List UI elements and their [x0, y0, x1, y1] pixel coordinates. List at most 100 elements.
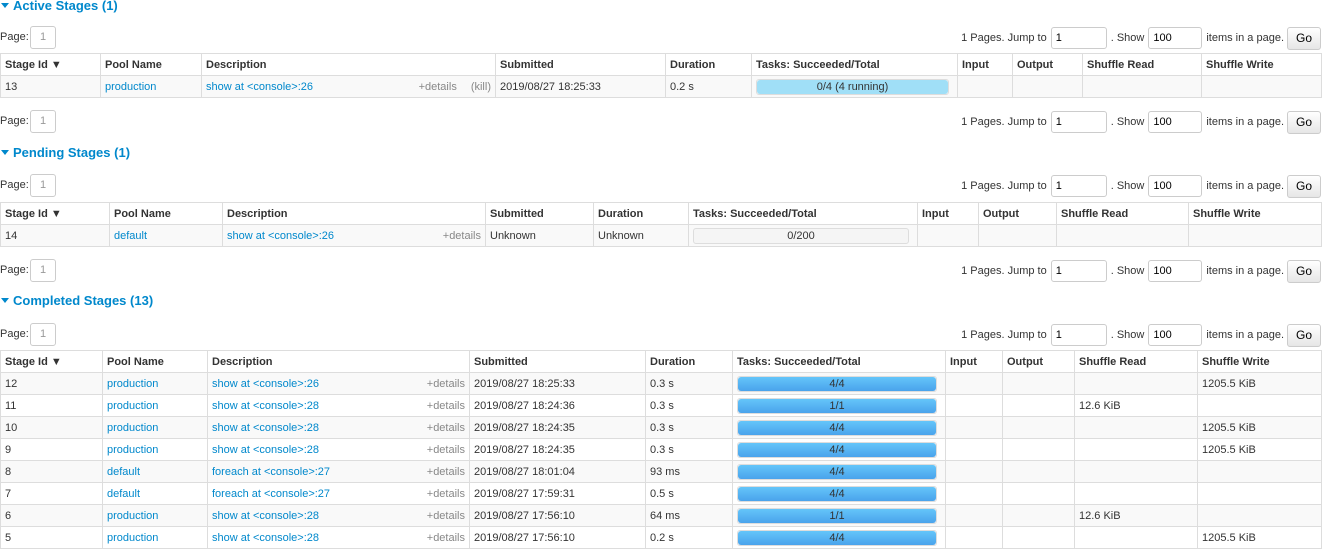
column-header-tasks[interactable]: Tasks: Succeeded/Total [688, 202, 918, 225]
description-link[interactable]: show at <console>:28 [212, 531, 320, 544]
column-header-id[interactable]: Stage Id ▼ [0, 350, 103, 373]
column-header-tasks[interactable]: Tasks: Succeeded/Total [751, 53, 958, 76]
pool-name-link[interactable]: production [107, 443, 159, 456]
column-header-output[interactable]: Output [978, 202, 1057, 225]
details-toggle[interactable]: +details [426, 443, 465, 456]
details-toggle[interactable]: +details [426, 531, 465, 544]
show-text: . Show [1110, 329, 1145, 341]
pool-name-link[interactable]: production [107, 377, 159, 390]
column-header-desc[interactable]: Description [222, 202, 486, 225]
pool-name-link[interactable]: production [107, 531, 159, 544]
column-header-output[interactable]: Output [1002, 350, 1075, 373]
column-header-pool[interactable]: Pool Name [100, 53, 202, 76]
go-button[interactable]: Go [1287, 259, 1321, 283]
details-toggle[interactable]: +details [426, 465, 465, 478]
column-header-submitted[interactable]: Submitted [495, 53, 666, 76]
jump-to-page-input[interactable] [1050, 111, 1107, 133]
go-button[interactable]: Go [1287, 323, 1321, 347]
pool-name-link[interactable]: production [105, 80, 157, 93]
details-toggle[interactable]: +details [426, 487, 465, 500]
description-link[interactable]: foreach at <console>:27 [212, 487, 331, 500]
pool-name-link[interactable]: default [114, 229, 148, 242]
section-title-toggle[interactable]: Pending Stages (1) [0, 145, 130, 160]
column-header-submitted[interactable]: Submitted [469, 350, 646, 373]
column-header-duration[interactable]: Duration [593, 202, 689, 225]
column-header-shuffle-read[interactable]: Shuffle Read [1082, 53, 1202, 76]
details-toggle[interactable]: +details [418, 80, 457, 93]
details-toggle[interactable]: +details [426, 377, 465, 390]
section-title-toggle[interactable]: Completed Stages (13) [0, 293, 153, 308]
pool-name-link[interactable]: production [107, 509, 159, 522]
column-header-duration[interactable]: Duration [645, 350, 733, 373]
page-1-button[interactable]: 1 [30, 26, 56, 49]
column-header-pool[interactable]: Pool Name [102, 350, 208, 373]
page-size-input[interactable] [1148, 111, 1203, 133]
column-header-input[interactable]: Input [957, 53, 1013, 76]
page-1-button[interactable]: 1 [30, 259, 56, 282]
kill-link[interactable]: (kill) [470, 80, 491, 93]
page-1-button[interactable]: 1 [30, 323, 56, 346]
pool-name-link[interactable]: production [107, 421, 159, 434]
description-link[interactable]: show at <console>:28 [212, 421, 320, 434]
shuffle-write [1197, 394, 1322, 417]
column-header-input[interactable]: Input [945, 350, 1003, 373]
column-header-pool[interactable]: Pool Name [109, 202, 223, 225]
jump-to-page-input[interactable] [1050, 27, 1107, 49]
go-button[interactable]: Go [1287, 26, 1321, 50]
description-link[interactable]: show at <console>:28 [212, 509, 320, 522]
section-title-toggle[interactable]: Active Stages (1) [0, 0, 118, 13]
page-size-input[interactable] [1148, 324, 1203, 346]
output [1002, 394, 1075, 417]
description-link[interactable]: show at <console>:26 [212, 377, 320, 390]
column-header-shuffle-write[interactable]: Shuffle Write [1188, 202, 1322, 225]
column-header-input[interactable]: Input [917, 202, 979, 225]
column-header-desc[interactable]: Description [207, 350, 470, 373]
details-toggle[interactable]: +details [426, 509, 465, 522]
page-size-input[interactable] [1148, 27, 1203, 49]
items-text: items in a page. [1206, 329, 1284, 341]
column-header-shuffle-write[interactable]: Shuffle Write [1201, 53, 1322, 76]
shuffle-write: 1205.5 KiB [1197, 416, 1322, 439]
details-toggle[interactable]: +details [426, 421, 465, 434]
column-header-shuffle-read[interactable]: Shuffle Read [1056, 202, 1189, 225]
stage-id: 12 [0, 372, 103, 395]
description-link[interactable]: foreach at <console>:27 [212, 465, 331, 478]
table-header: Stage Id ▼ Pool Name Description Submitted D… [0, 350, 1322, 373]
description-link[interactable]: show at <console>:26 [206, 80, 314, 93]
details-toggle[interactable]: +details [442, 229, 481, 242]
stages-table: Stage Id ▼ Pool Name Description Submitted D… [0, 202, 1322, 247]
stage-id: 8 [0, 460, 103, 483]
go-button[interactable]: Go [1287, 174, 1321, 198]
column-header-tasks[interactable]: Tasks: Succeeded/Total [732, 350, 946, 373]
column-header-submitted[interactable]: Submitted [485, 202, 594, 225]
details-toggle[interactable]: +details [426, 399, 465, 412]
shuffle-write [1197, 460, 1322, 483]
jump-to-page-input[interactable] [1050, 175, 1107, 197]
page-size-input[interactable] [1148, 175, 1203, 197]
table-row: 5 production +details show at <console>:28 2… [0, 526, 1322, 549]
jump-to-page-input[interactable] [1050, 324, 1107, 346]
progress-fill-succeeded [738, 464, 936, 479]
shuffle-write [1197, 504, 1322, 527]
go-button[interactable]: Go [1287, 110, 1321, 134]
shuffle-read: 12.6 KiB [1074, 504, 1198, 527]
column-header-shuffle-read[interactable]: Shuffle Read [1074, 350, 1198, 373]
section-title: Active Stages (1) [13, 0, 118, 13]
pool-name-link[interactable]: default [107, 465, 141, 478]
description-link[interactable]: show at <console>:26 [227, 229, 335, 242]
column-header-id[interactable]: Stage Id ▼ [0, 53, 101, 76]
jump-to-page-input[interactable] [1050, 260, 1107, 282]
column-header-id[interactable]: Stage Id ▼ [0, 202, 110, 225]
column-header-output[interactable]: Output [1012, 53, 1083, 76]
description-link[interactable]: show at <console>:28 [212, 399, 320, 412]
pool-name-link[interactable]: default [107, 487, 141, 500]
column-header-duration[interactable]: Duration [665, 53, 752, 76]
page-1-button[interactable]: 1 [30, 174, 56, 197]
page-size-input[interactable] [1148, 260, 1203, 282]
column-header-shuffle-write[interactable]: Shuffle Write [1197, 350, 1322, 373]
description-link[interactable]: show at <console>:28 [212, 443, 320, 456]
column-header-desc[interactable]: Description [201, 53, 496, 76]
page-1-button[interactable]: 1 [30, 110, 56, 133]
pool-name-link[interactable]: production [107, 399, 159, 412]
tasks-progress-bar: 4/4 [737, 419, 937, 436]
